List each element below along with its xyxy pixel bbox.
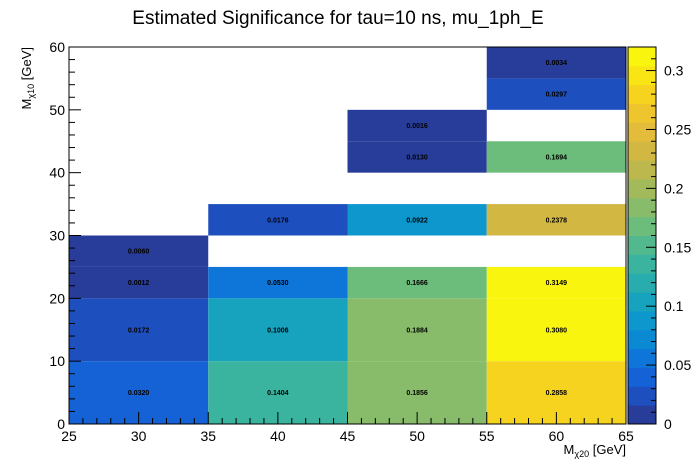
color-scale-swatch [628, 348, 656, 368]
color-scale-swatch [628, 310, 656, 331]
heatmap-cell [347, 298, 487, 362]
heatmap-cell [69, 235, 209, 267]
cell-value-label: 0.0320 [128, 390, 150, 397]
y-axis-tick-label: 40 [49, 165, 65, 181]
y-axis-tick-label: 20 [49, 290, 65, 306]
heatmap-cell [347, 141, 487, 173]
cell-value-label: 0.1694 [546, 154, 568, 161]
cell-value-label: 0.3149 [546, 280, 568, 287]
y-axis-label-sub: χ10 [26, 84, 36, 99]
heatmap-cell [208, 266, 348, 299]
color-scale-swatch [628, 178, 656, 199]
heatmap-cell [208, 298, 348, 362]
cell-value-label: 0.0922 [406, 217, 428, 224]
cell-value-label: 0.2378 [546, 217, 568, 224]
cell-value-label: 0.1404 [267, 390, 289, 397]
color-scale-swatch [628, 122, 656, 142]
heatmap-cells [69, 47, 626, 424]
cell-value-label: 0.3080 [546, 327, 568, 334]
color-scale-tick-label: 0.05 [664, 357, 691, 373]
heatmap-cell [347, 109, 487, 142]
color-scale-swatch [628, 386, 656, 406]
x-axis-tick-label: 25 [61, 428, 77, 444]
heatmap-cell [486, 266, 626, 299]
x-axis-label: Mχ20 [GeV] [564, 442, 626, 459]
color-scale-swatch [628, 405, 656, 425]
color-scale-swatch [628, 292, 656, 312]
color-scale-bar [627, 46, 657, 425]
color-scale-swatch [628, 235, 656, 255]
color-scale-swatch [628, 160, 656, 180]
color-scale-swatch [628, 367, 656, 387]
color-scale-axis: 0 0.05 0.1 0.15 0.2 0.25 0.3 [646, 46, 691, 432]
color-scale-tick-label: 0.2 [664, 180, 684, 196]
x-axis-tick-label: 40 [270, 428, 286, 444]
cell-value-label: 0.1666 [406, 280, 428, 287]
heatmap-cell [486, 47, 626, 79]
color-scale-swatch [628, 329, 656, 350]
x-axis-tick-label: 55 [479, 428, 495, 444]
cell-value-label: 0.0297 [546, 92, 568, 99]
y-axis-label-unit: [GeV] [19, 47, 34, 84]
y-axis-tick-label: 30 [49, 228, 65, 244]
color-scale-swatch [628, 216, 656, 236]
cell-value-label: 0.1006 [267, 327, 289, 334]
heatmap-cell [69, 298, 209, 362]
color-scale-tick-label: 0.1 [664, 298, 684, 314]
color-scale-swatch [628, 84, 656, 105]
heatmap-cell [486, 141, 626, 173]
color-scale-tick-label: 0.25 [664, 121, 691, 137]
heatmap-cell [347, 266, 487, 299]
y-axis-tick-label: 0 [57, 416, 65, 432]
y-axis-tick-label: 60 [49, 39, 65, 55]
y-axis-label: Mχ10 [GeV] [19, 47, 36, 109]
heatmap-cell [208, 204, 348, 236]
x-axis-tick-label: 30 [131, 428, 147, 444]
color-scale-tick-label: 0.15 [664, 239, 691, 255]
x-axis-tick-label: 35 [200, 428, 216, 444]
x-axis-tick-label: 60 [549, 428, 565, 444]
cell-value-label: 0.0530 [267, 280, 289, 287]
color-scale-swatch [628, 273, 656, 293]
color-scale-swatch [628, 197, 656, 218]
cell-value-label: 0.0172 [128, 327, 150, 334]
color-scale-swatch [628, 103, 656, 123]
x-axis-tick-label: 45 [340, 428, 356, 444]
heatmap-cell [486, 78, 626, 110]
cell-value-label: 0.0034 [546, 60, 568, 67]
cell-value-label: 0.0176 [267, 217, 289, 224]
chart-title: Estimated Significance for tau=10 ns, mu… [132, 8, 543, 29]
cell-value-label: 0.0012 [128, 280, 150, 287]
color-scale-tick-label: 0.3 [664, 63, 684, 79]
y-axis-tick-label: 10 [49, 353, 65, 369]
cell-value-label: 0.0016 [406, 123, 428, 130]
cell-value-label: 0.1884 [406, 327, 428, 334]
heatmap-cell [69, 266, 209, 299]
color-scale-swatch [628, 254, 656, 274]
y-axis: 0 10 20 30 40 50 60 [49, 39, 81, 432]
heatmap-cell [347, 204, 487, 236]
color-scale-swatch [628, 141, 656, 161]
heatmap-cell [486, 204, 626, 236]
y-axis-tick-label: 50 [49, 102, 65, 118]
color-scale-tick-label: 0 [664, 416, 672, 432]
x-axis-label-sub: χ20 [574, 449, 589, 459]
cell-value-label: 0.1856 [406, 390, 428, 397]
x-axis-label-main: M [564, 442, 575, 457]
color-scale-swatch [628, 47, 656, 67]
x-axis-label-unit: [GeV] [589, 442, 626, 457]
cell-value-label: 0.0130 [406, 154, 428, 161]
y-axis-label-main: M [19, 99, 34, 110]
x-axis: 25 30 35 40 45 50 55 60 65 [61, 412, 634, 444]
heatmap-cell-labels: 0.0320 0.1404 0.1856 0.2858 0.0172 0.1006 0.18… [128, 60, 567, 397]
x-axis-tick-label: 50 [409, 428, 425, 444]
heatmap-cell [486, 298, 626, 362]
cell-value-label: 0.0060 [128, 249, 150, 256]
cell-value-label: 0.2858 [546, 390, 568, 397]
x-axis-tick-label: 65 [618, 428, 634, 444]
